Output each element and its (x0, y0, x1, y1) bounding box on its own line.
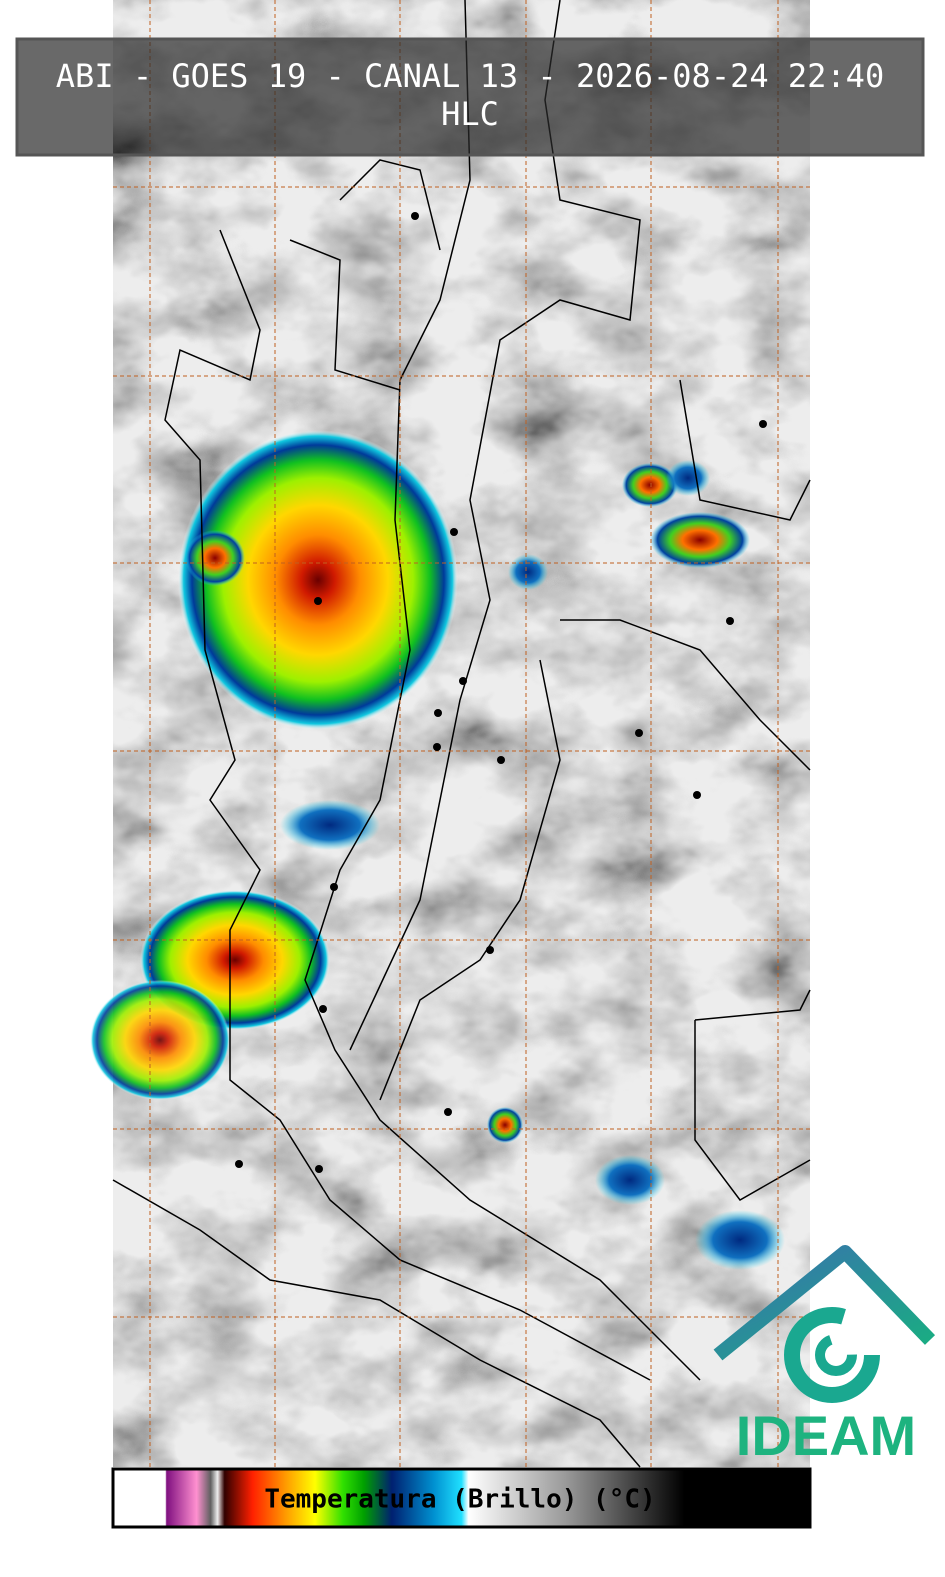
logo: IDEAM (713, 1245, 936, 1467)
logo-text: IDEAM (736, 1404, 916, 1467)
satellite-map (90, 0, 811, 1468)
cloud-texture (113, 0, 810, 1467)
colorbar-label: Temperatura (Brillo) (°C) (264, 1485, 655, 1515)
subtitle: HLC (441, 95, 499, 133)
storm-cells (90, 430, 785, 1270)
title: ABI - GOES 19 - CANAL 13 - 2026-08-24 22… (56, 57, 884, 95)
city-dots (235, 212, 767, 1173)
colorbar-gradient (111, 1467, 812, 1529)
title-box: ABI - GOES 19 - CANAL 13 - 2026-08-24 22… (15, 37, 925, 157)
colorbar: Temperatura (Brillo) (°C) (111, 1467, 812, 1529)
borders (112, 0, 811, 1468)
